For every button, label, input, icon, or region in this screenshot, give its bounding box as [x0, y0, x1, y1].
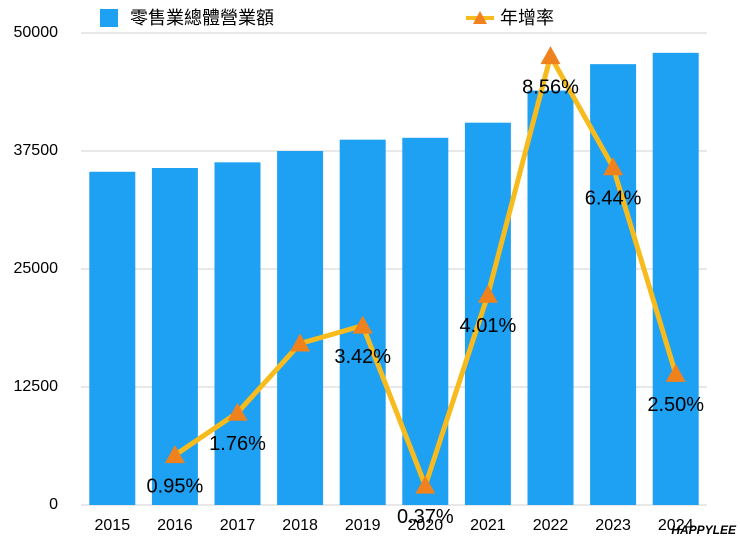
line-marker — [227, 402, 248, 421]
data-label: 2.50% — [647, 394, 704, 416]
line-marker — [164, 445, 185, 464]
data-label: 6.44% — [585, 188, 642, 210]
x-tick-label: 2016 — [157, 517, 193, 534]
y-tick-label: 12500 — [14, 378, 59, 395]
legend-label: 年增率 — [500, 8, 554, 28]
y-tick-label: 0 — [49, 496, 58, 513]
y-tick-label: 50000 — [14, 24, 59, 41]
data-label: 0.37% — [397, 506, 454, 528]
x-tick-label: 2024 — [658, 517, 694, 534]
y-tick-label: 25000 — [14, 260, 59, 277]
x-tick-label: 2020 — [408, 517, 444, 534]
line-marker — [477, 284, 498, 303]
legend-label: 零售業總體營業額 — [130, 8, 274, 28]
data-label: 3.42% — [334, 346, 391, 368]
x-tick-label: 2021 — [470, 517, 506, 534]
legend-swatch — [100, 9, 118, 27]
x-tick-label: 2015 — [95, 517, 131, 534]
line-marker — [603, 157, 624, 176]
bar — [89, 171, 136, 505]
watermark: HAPPYLEE — [671, 523, 737, 537]
x-tick-label: 2018 — [282, 517, 318, 534]
x-tick-label: 2017 — [220, 517, 256, 534]
bar — [527, 90, 574, 506]
bar — [277, 151, 324, 505]
x-tick-label: 2022 — [533, 517, 569, 534]
x-tick-label: 2019 — [345, 517, 381, 534]
data-label: 0.95% — [147, 475, 204, 497]
line-marker — [665, 363, 686, 382]
line-marker — [540, 46, 561, 65]
data-label: 4.01% — [460, 315, 517, 337]
line-marker — [352, 315, 373, 334]
bar — [214, 162, 261, 505]
bar — [590, 64, 637, 505]
line-marker — [415, 475, 436, 494]
legend-swatch — [473, 11, 487, 24]
y-tick-label: 37500 — [14, 142, 59, 159]
bar — [464, 122, 511, 506]
x-tick-label: 2023 — [595, 517, 631, 534]
line-marker — [290, 333, 311, 352]
data-label: 8.56% — [522, 76, 579, 98]
bar — [652, 52, 699, 505]
data-label: 1.76% — [209, 433, 266, 455]
